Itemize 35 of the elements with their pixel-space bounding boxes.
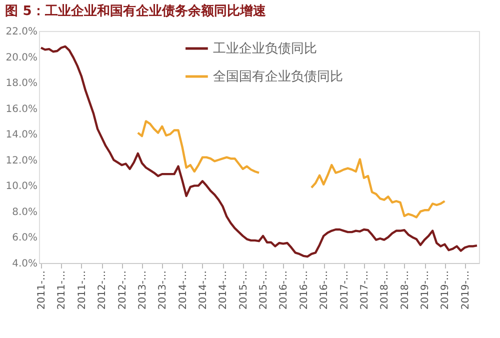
x-tick-label: 2011-… bbox=[76, 270, 88, 310]
x-tick-label: 2018-… bbox=[400, 270, 411, 310]
x-tick-label: 2017-… bbox=[359, 270, 370, 310]
x-tick-label: 2018-… bbox=[380, 270, 391, 310]
y-tick-label: 12.0% bbox=[6, 155, 38, 166]
x-tick-label: 2016-… bbox=[319, 270, 330, 310]
x-tick-label: 2014-… bbox=[218, 270, 230, 310]
legend-label: 工业企业负债同比 bbox=[213, 42, 318, 56]
x-tick-label: 2012-… bbox=[117, 270, 128, 310]
y-tick-label: 22.0% bbox=[6, 26, 38, 38]
y-tick-label: 6.0% bbox=[12, 232, 38, 244]
x-tick-label: 2014-… bbox=[198, 270, 209, 310]
x-tick-label: 2015-… bbox=[258, 270, 270, 310]
x-tick-label: 2015-… bbox=[238, 270, 250, 310]
chart-title: 图 5：工业企业和国有企业债务余额同比增速 bbox=[5, 3, 267, 19]
y-tick-label: 4.0% bbox=[12, 258, 38, 270]
x-tick-label: 2016-… bbox=[298, 270, 310, 310]
x-tick-label: 2019-… bbox=[420, 270, 432, 310]
y-tick-label: 20.0% bbox=[6, 52, 38, 64]
x-tick-label: 2013-… bbox=[158, 270, 169, 310]
y-tick-label: 14.0% bbox=[6, 130, 38, 141]
y-tick-label: 8.0% bbox=[12, 206, 38, 218]
x-tick-label: 2011-… bbox=[56, 270, 68, 310]
x-tick-label: 2012-… bbox=[97, 270, 108, 310]
x-tick-label: 2014-… bbox=[178, 270, 189, 310]
legend-label: 全国国有企业负债同比 bbox=[213, 70, 344, 84]
x-tick-label: 2019-… bbox=[440, 270, 452, 310]
y-tick-label: 10.0% bbox=[6, 181, 38, 192]
x-tick-label: 2017-… bbox=[339, 270, 350, 310]
x-tick-label: 2016-… bbox=[278, 270, 290, 310]
x-tick-label: 2019-… bbox=[460, 270, 472, 310]
y-tick-label: 18.0% bbox=[6, 78, 38, 90]
x-tick-label: 2013-… bbox=[137, 270, 148, 310]
y-tick-label: 16.0% bbox=[6, 104, 38, 115]
x-tick-label: 2011-… bbox=[36, 270, 48, 310]
